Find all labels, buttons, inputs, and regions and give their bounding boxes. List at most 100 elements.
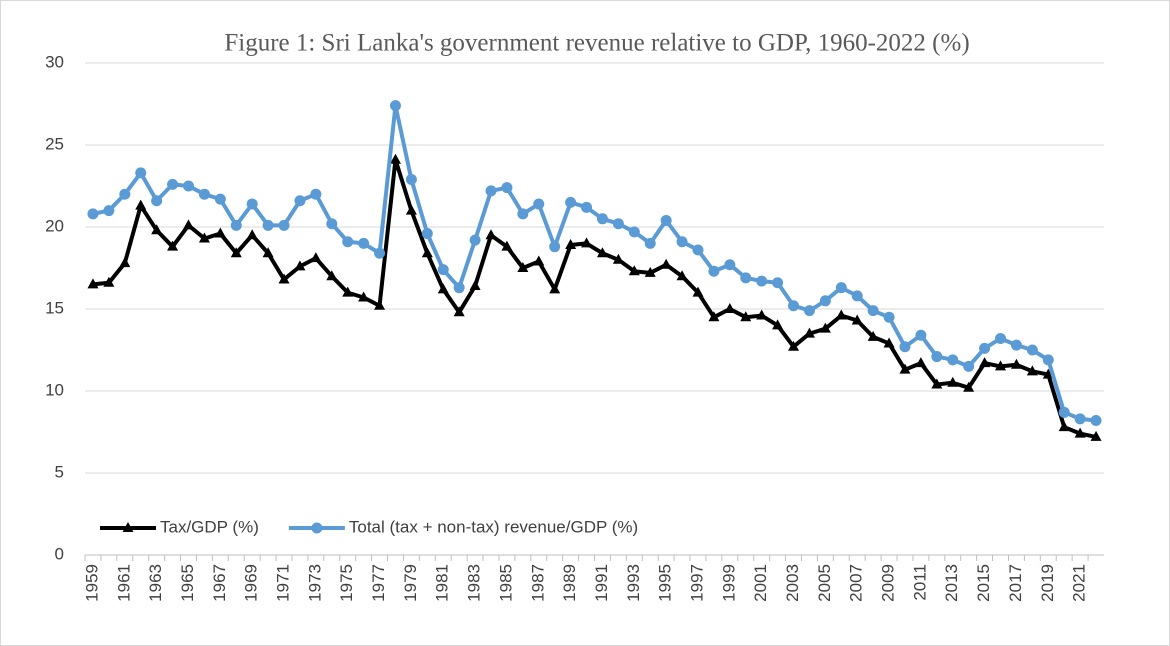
marker	[835, 282, 847, 294]
marker	[533, 255, 545, 266]
y-tick-label: 5	[55, 462, 64, 481]
marker	[501, 182, 513, 194]
marker	[230, 219, 242, 231]
marker	[135, 199, 147, 210]
marker	[803, 327, 815, 338]
marker	[1074, 413, 1086, 425]
marker	[851, 314, 863, 325]
marker	[1074, 427, 1086, 438]
x-tick-label: 1959	[82, 564, 101, 602]
marker	[278, 273, 290, 284]
marker	[995, 360, 1007, 371]
x-tick-label: 2013	[942, 564, 961, 602]
marker	[374, 299, 386, 310]
marker	[644, 237, 656, 249]
x-tick-label: 2003	[783, 564, 802, 602]
marker	[87, 278, 99, 289]
marker	[565, 196, 577, 208]
marker	[581, 201, 593, 213]
marker	[660, 214, 672, 226]
marker	[122, 522, 134, 532]
marker	[724, 259, 736, 271]
marker	[405, 204, 417, 215]
x-tick-label: 1991	[592, 564, 611, 602]
marker	[517, 262, 529, 272]
marker	[1090, 415, 1102, 427]
x-tick-label: 1973	[305, 564, 324, 602]
marker	[103, 205, 115, 217]
marker	[119, 257, 131, 268]
marker	[676, 270, 688, 281]
marker	[469, 280, 481, 291]
x-tick-label: 1985	[496, 564, 515, 602]
x-tick-label: 1981	[433, 564, 452, 602]
marker	[103, 276, 115, 287]
marker	[612, 218, 624, 230]
marker	[485, 185, 497, 197]
x-tick-label: 1995	[656, 564, 675, 602]
marker	[803, 305, 815, 317]
marker	[596, 213, 608, 225]
x-tick-label: 2001	[751, 564, 770, 602]
marker	[708, 311, 720, 322]
marker	[819, 322, 831, 333]
y-tick-label: 30	[45, 52, 64, 71]
marker	[278, 219, 290, 231]
marker	[979, 357, 991, 368]
marker	[1058, 406, 1070, 418]
x-tick-label: 2005	[815, 564, 834, 602]
marker	[899, 341, 911, 353]
marker	[915, 329, 927, 341]
legend-label: Tax/GDP (%)	[160, 517, 259, 536]
x-tick-label: 1983	[465, 564, 484, 602]
marker	[310, 188, 322, 200]
marker	[135, 167, 147, 179]
marker	[151, 224, 163, 235]
marker	[788, 340, 800, 351]
x-tick-label: 1997	[687, 564, 706, 602]
marker	[724, 303, 736, 313]
marker	[788, 300, 800, 312]
series-line	[92, 103, 1097, 423]
marker	[517, 208, 529, 220]
x-tick-label: 1965	[178, 564, 197, 602]
marker	[1058, 421, 1070, 432]
marker	[883, 311, 895, 323]
y-tick-label: 25	[45, 134, 64, 153]
marker	[326, 270, 338, 281]
y-tick-label: 10	[45, 380, 64, 399]
marker	[198, 232, 210, 243]
marker	[1042, 354, 1054, 366]
marker	[246, 198, 258, 210]
marker	[995, 333, 1007, 345]
marker	[644, 266, 656, 277]
marker	[740, 272, 752, 284]
marker	[358, 291, 370, 302]
marker	[182, 219, 194, 230]
marker	[549, 241, 561, 253]
marker	[581, 237, 593, 248]
x-tick-label: 2009	[879, 564, 898, 602]
x-tick-label: 1967	[210, 564, 229, 602]
marker	[421, 247, 433, 258]
marker	[230, 247, 242, 258]
marker	[311, 522, 323, 534]
marker	[963, 381, 975, 392]
marker	[437, 264, 449, 276]
x-tick-label: 1971	[274, 564, 293, 602]
y-tick-label: 20	[45, 216, 64, 235]
marker	[453, 306, 465, 317]
marker	[660, 258, 672, 269]
marker	[214, 193, 226, 205]
marker	[565, 239, 577, 250]
marker	[819, 295, 831, 307]
marker	[262, 247, 274, 258]
marker	[1026, 365, 1038, 376]
marker	[182, 180, 194, 192]
x-tick-label: 2007	[847, 564, 866, 602]
x-tick-label: 1999	[719, 564, 738, 602]
x-tick-label: 1993	[624, 564, 643, 602]
marker	[628, 265, 640, 276]
marker	[453, 282, 465, 294]
series-line	[92, 157, 1097, 439]
